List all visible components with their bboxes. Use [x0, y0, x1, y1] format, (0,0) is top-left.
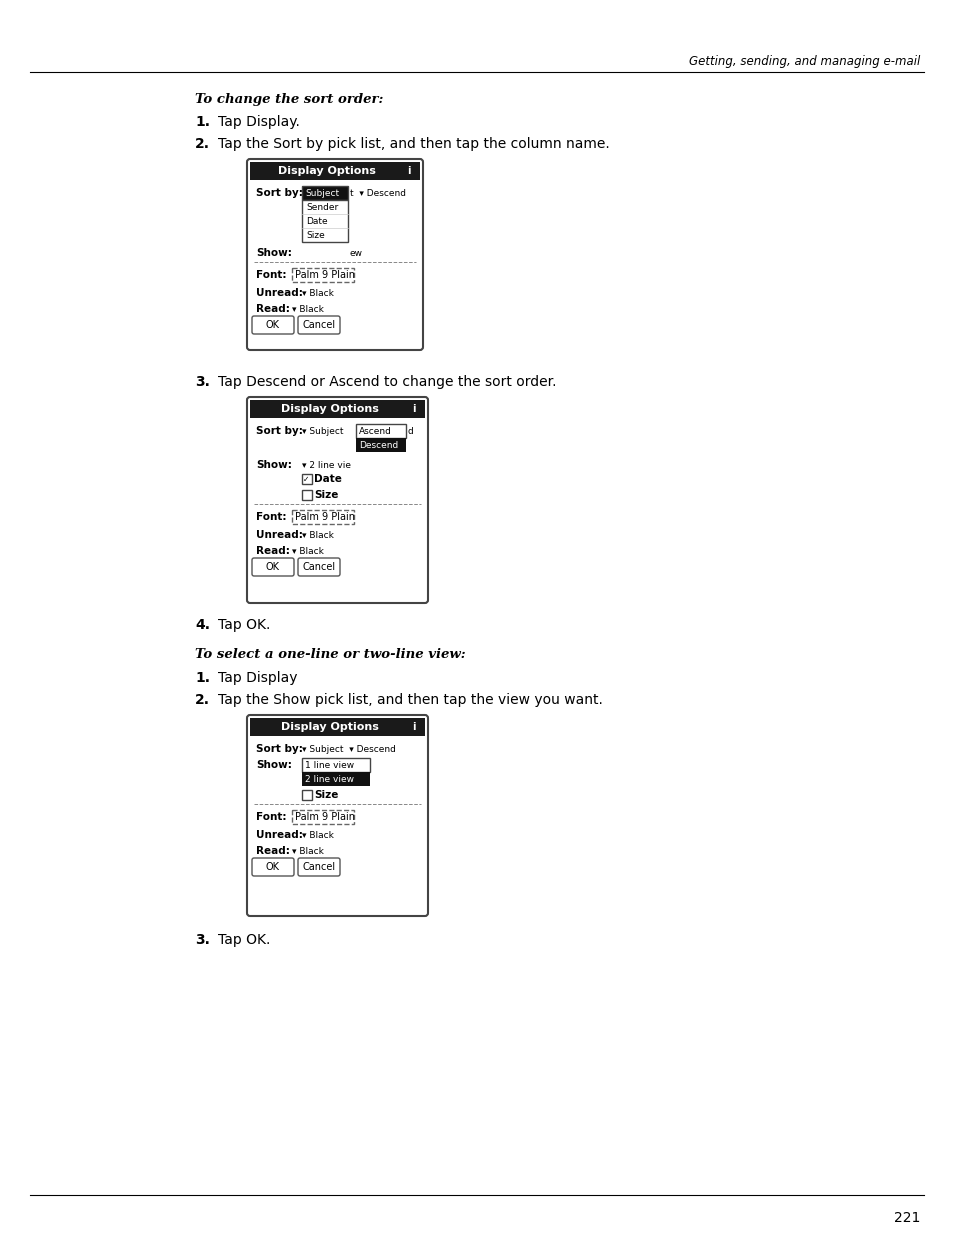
- Bar: [302, 790, 312, 800]
- Text: Size: Size: [306, 231, 324, 240]
- Text: Palm 9 Plain: Palm 9 Plain: [294, 270, 355, 280]
- Circle shape: [401, 164, 416, 178]
- Text: ▾ Black: ▾ Black: [292, 846, 323, 856]
- Text: Sort by:: Sort by:: [255, 188, 302, 198]
- Text: 3.: 3.: [194, 932, 210, 947]
- Text: Descend: Descend: [358, 441, 397, 450]
- Text: Cancel: Cancel: [302, 862, 335, 872]
- Text: To select a one-line or two-line view:: To select a one-line or two-line view:: [194, 648, 465, 662]
- FancyBboxPatch shape: [247, 715, 428, 916]
- Text: Tap OK.: Tap OK.: [218, 932, 270, 947]
- FancyBboxPatch shape: [252, 558, 294, 576]
- Text: ▾ Black: ▾ Black: [302, 531, 334, 540]
- Text: Tap the Sort by pick list, and then tap the column name.: Tap the Sort by pick list, and then tap …: [218, 137, 609, 151]
- Text: Read:: Read:: [255, 304, 290, 314]
- Text: ▾ Black: ▾ Black: [302, 830, 334, 840]
- Text: ✓: ✓: [303, 474, 309, 483]
- Bar: [302, 186, 348, 200]
- Text: OK: OK: [266, 562, 280, 572]
- Text: Tap Display: Tap Display: [218, 671, 297, 685]
- FancyBboxPatch shape: [247, 396, 428, 603]
- Bar: [302, 474, 312, 484]
- Text: To change the sort order:: To change the sort order:: [194, 94, 383, 106]
- Circle shape: [407, 720, 420, 734]
- Bar: [292, 510, 354, 524]
- Bar: [250, 400, 424, 417]
- Text: 2.: 2.: [194, 137, 210, 151]
- Circle shape: [407, 403, 420, 416]
- Text: 4.: 4.: [194, 618, 210, 632]
- Text: i: i: [412, 722, 416, 732]
- Text: Unread:: Unread:: [255, 530, 302, 540]
- Text: d: d: [408, 426, 414, 436]
- Text: Cancel: Cancel: [302, 562, 335, 572]
- Text: 1 line view: 1 line view: [305, 761, 354, 769]
- Bar: [292, 810, 354, 824]
- Text: t  ▾ Descend: t ▾ Descend: [350, 189, 406, 198]
- Text: 2.: 2.: [194, 693, 210, 706]
- Text: Unread:: Unread:: [255, 288, 302, 298]
- FancyBboxPatch shape: [247, 159, 422, 350]
- Text: Show:: Show:: [255, 248, 292, 258]
- Text: i: i: [412, 404, 416, 414]
- Text: Show:: Show:: [255, 459, 292, 471]
- Text: Sort by:: Sort by:: [255, 743, 302, 755]
- Text: 1.: 1.: [194, 671, 210, 685]
- Text: Display Options: Display Options: [280, 404, 378, 414]
- Text: ▾ Black: ▾ Black: [302, 289, 334, 298]
- Text: Display Options: Display Options: [280, 722, 378, 732]
- Bar: [355, 438, 406, 452]
- Text: Font:: Font:: [255, 513, 286, 522]
- Text: OK: OK: [266, 320, 280, 330]
- Text: Unread:: Unread:: [255, 830, 302, 840]
- Text: Display Options: Display Options: [277, 165, 375, 177]
- Text: Subject: Subject: [305, 189, 338, 198]
- Text: ew: ew: [350, 248, 363, 258]
- Bar: [355, 424, 406, 438]
- Bar: [302, 772, 370, 785]
- Text: Sort by:: Sort by:: [255, 426, 302, 436]
- Text: Tap the Show pick list, and then tap the view you want.: Tap the Show pick list, and then tap the…: [218, 693, 602, 706]
- FancyBboxPatch shape: [297, 316, 339, 333]
- Text: Cancel: Cancel: [302, 320, 335, 330]
- Text: ▾ Subject  ▾ Descend: ▾ Subject ▾ Descend: [302, 745, 395, 753]
- Text: ▾ Subject: ▾ Subject: [302, 426, 343, 436]
- Bar: [292, 268, 354, 282]
- FancyBboxPatch shape: [252, 316, 294, 333]
- Text: Read:: Read:: [255, 846, 290, 856]
- FancyBboxPatch shape: [252, 858, 294, 876]
- Text: Font:: Font:: [255, 811, 286, 823]
- Text: Getting, sending, and managing e-mail: Getting, sending, and managing e-mail: [688, 56, 919, 68]
- Bar: [250, 718, 424, 736]
- Text: Read:: Read:: [255, 546, 290, 556]
- Text: Palm 9 Plain: Palm 9 Plain: [294, 811, 355, 823]
- FancyBboxPatch shape: [297, 558, 339, 576]
- Text: Palm 9 Plain: Palm 9 Plain: [294, 513, 355, 522]
- Text: ▾ Black: ▾ Black: [292, 305, 323, 314]
- Text: i: i: [407, 165, 411, 177]
- Text: Tap OK.: Tap OK.: [218, 618, 270, 632]
- Bar: [250, 162, 419, 180]
- Text: 221: 221: [893, 1212, 919, 1225]
- Text: Size: Size: [314, 490, 338, 500]
- Text: Sender: Sender: [306, 203, 338, 211]
- Text: Date: Date: [314, 474, 341, 484]
- Text: 1.: 1.: [194, 115, 210, 128]
- FancyBboxPatch shape: [297, 858, 339, 876]
- Text: 3.: 3.: [194, 375, 210, 389]
- Bar: [302, 490, 312, 500]
- Text: Date: Date: [306, 216, 327, 226]
- Text: 2 line view: 2 line view: [305, 774, 354, 783]
- Text: Show:: Show:: [255, 760, 292, 769]
- Text: ▾ 2 line vie: ▾ 2 line vie: [302, 461, 351, 469]
- Bar: [302, 200, 348, 242]
- Text: Font:: Font:: [255, 270, 286, 280]
- Bar: [302, 758, 370, 772]
- Text: ▾ Black: ▾ Black: [292, 547, 323, 556]
- Text: Tap Descend or Ascend to change the sort order.: Tap Descend or Ascend to change the sort…: [218, 375, 556, 389]
- Text: Size: Size: [314, 790, 338, 800]
- Text: Ascend: Ascend: [358, 426, 392, 436]
- Text: Tap Display.: Tap Display.: [218, 115, 299, 128]
- Text: OK: OK: [266, 862, 280, 872]
